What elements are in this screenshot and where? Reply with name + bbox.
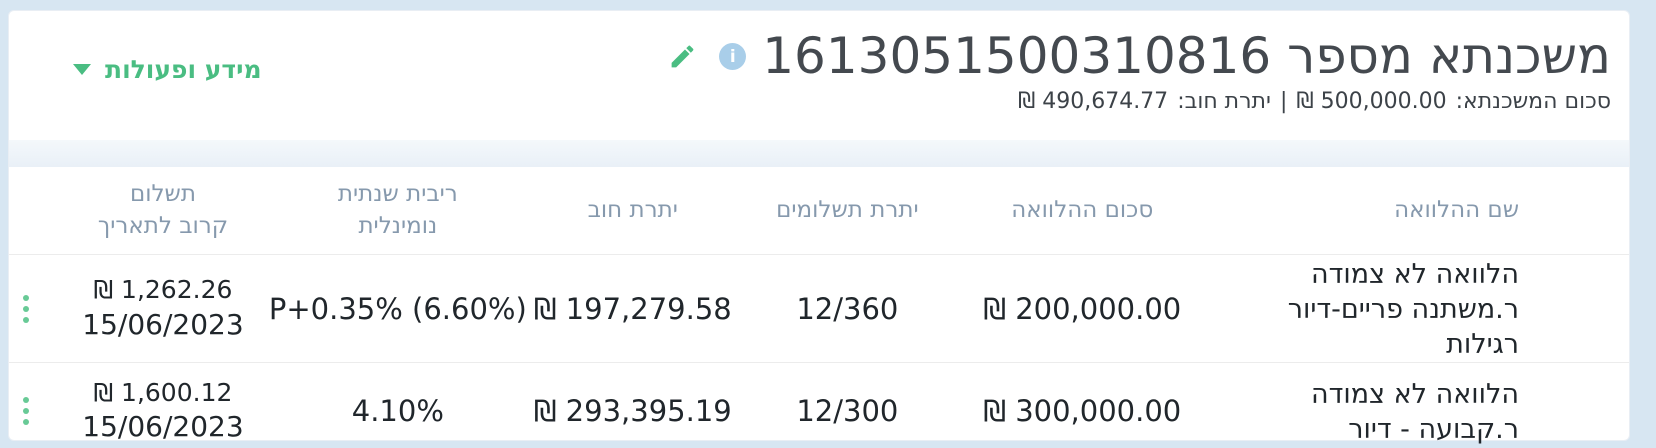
cell-loan-name: הלוואה לא צמודה ר.משתנה פריים-דיור רגילו… bbox=[1287, 259, 1519, 361]
row-menu-button[interactable] bbox=[9, 289, 44, 329]
edit-button[interactable] bbox=[668, 42, 697, 71]
cell-debt-balance: ₪ 197,279.58 bbox=[533, 291, 732, 326]
next-payment-date: 15/06/2023 bbox=[82, 410, 244, 444]
cell-debt-balance: ₪ 293,395.19 bbox=[533, 394, 732, 429]
title-block: משכנתא מספר 1613051500310816 i סכום המשכ… bbox=[668, 29, 1611, 114]
column-header-loan-name: שם ההלוואה bbox=[1394, 196, 1519, 223]
cell-annual-interest: P+0.35% (6.60%) bbox=[268, 291, 527, 326]
column-header-annual-interest: ריבית שנתית נומינלית bbox=[337, 181, 458, 239]
summary-separator: | bbox=[1279, 89, 1288, 114]
next-payment-amount: ₪ 1,600.12 bbox=[93, 377, 233, 407]
column-header-debt-balance: יתרת חוב bbox=[587, 196, 678, 223]
loan-row: הלוואה לא צמודה ר.קבועה - דיור ₪ 300,000… bbox=[9, 362, 1629, 448]
mortgage-summary: סכום המשכנתא: ₪ 500,000.00 | יתרת חוב: ₪… bbox=[668, 89, 1611, 114]
mortgage-card: משכנתא מספר 1613051500310816 i סכום המשכ… bbox=[8, 10, 1630, 445]
next-payment-date: 15/06/2023 bbox=[82, 307, 244, 341]
page-title: משכנתא מספר 1613051500310816 bbox=[762, 27, 1611, 85]
cell-payments-left: 12/300 bbox=[796, 394, 899, 429]
info-actions-dropdown[interactable]: מידע ופעולות bbox=[73, 55, 262, 84]
cell-loan-amount: ₪ 300,000.00 bbox=[983, 394, 1182, 429]
cell-next-payment: ₪ 1,262.26 15/06/2023 bbox=[58, 274, 269, 343]
chevron-down-icon bbox=[73, 64, 91, 75]
loan-row: הלוואה לא צמודה ר.משתנה פריים-דיור רגילו… bbox=[9, 254, 1629, 362]
column-header-payments-left: יתרת תשלומים bbox=[776, 196, 919, 223]
cell-next-payment: ₪ 1,600.12 15/06/2023 bbox=[58, 377, 269, 446]
section-divider-band bbox=[9, 140, 1629, 167]
column-header-next-payment: תשלום קרוב לתאריך bbox=[97, 181, 229, 239]
column-header-loan-amount: סכום ההלוואה bbox=[1011, 196, 1154, 223]
kebab-dots-icon bbox=[23, 294, 30, 301]
cell-loan-name: הלוואה לא צמודה ר.קבועה - דיור bbox=[1310, 379, 1519, 446]
pencil-icon bbox=[668, 42, 697, 71]
cell-loan-amount: ₪ 200,000.00 bbox=[983, 291, 1182, 326]
total-label: סכום המשכנתא: bbox=[1455, 89, 1611, 114]
cell-payments-left: 12/360 bbox=[796, 291, 899, 326]
info-actions-label: מידע ופעולות bbox=[105, 55, 262, 84]
next-payment-amount: ₪ 1,262.26 bbox=[93, 275, 233, 305]
balance-value: ₪ 490,674.77 bbox=[1017, 89, 1169, 114]
loans-table-header: שם ההלוואה סכום ההלוואה יתרת תשלומים יתר… bbox=[9, 167, 1629, 254]
balance-label: יתרת חוב: bbox=[1177, 89, 1271, 114]
row-menu-button[interactable] bbox=[9, 391, 44, 431]
info-icon[interactable]: i bbox=[719, 43, 747, 70]
total-value: ₪ 500,000.00 bbox=[1296, 89, 1447, 114]
kebab-dots-icon bbox=[23, 397, 30, 404]
cell-annual-interest: 4.10% bbox=[351, 394, 444, 429]
mortgage-header: משכנתא מספר 1613051500310816 i סכום המשכ… bbox=[9, 11, 1629, 140]
